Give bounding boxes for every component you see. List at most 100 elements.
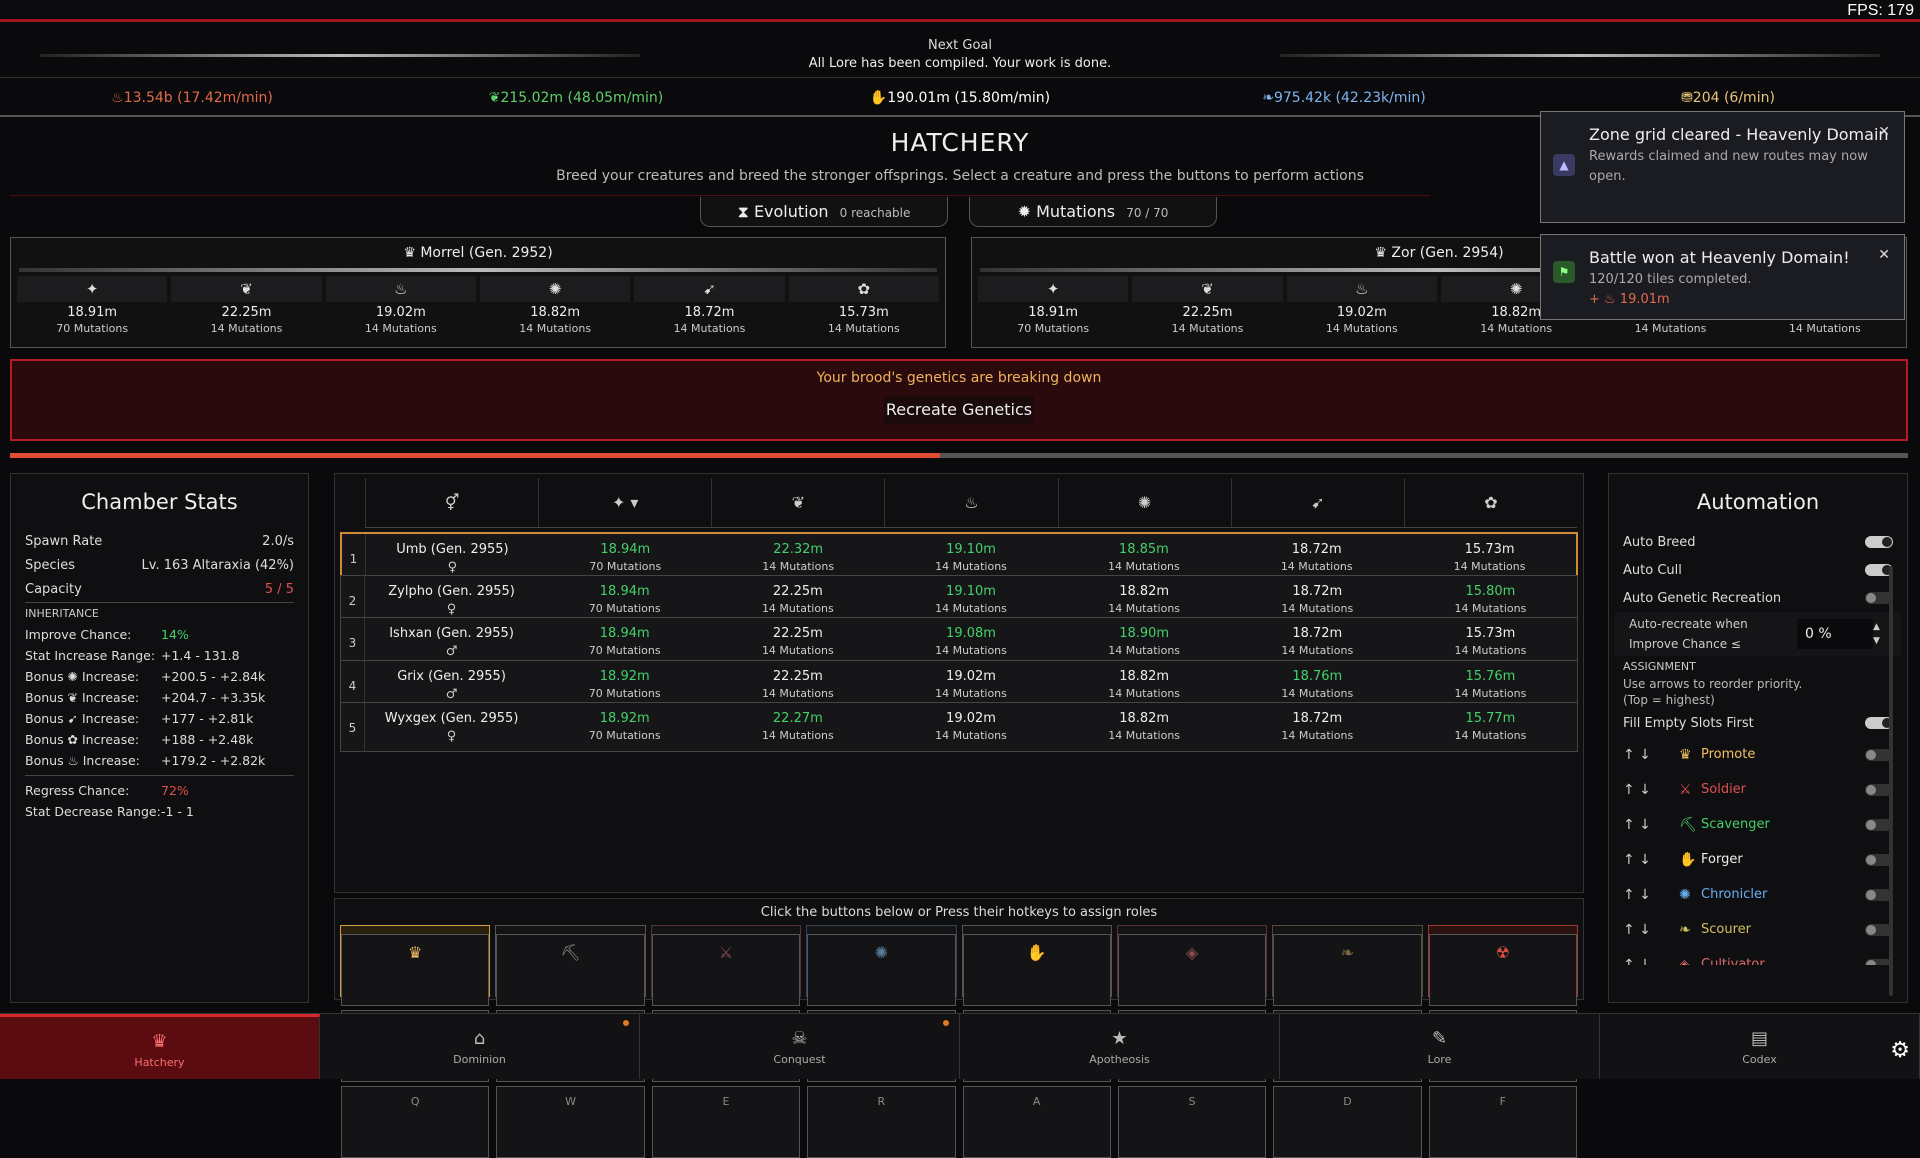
nav-tab-hatchery[interactable]: ♛ Hatchery: [0, 1014, 320, 1079]
reorder-arrows[interactable]: ↑ ↓: [1623, 921, 1651, 938]
stat-cell: 18.92m 70 Mutations: [538, 661, 711, 709]
grid-header-2[interactable]: ❦: [711, 478, 884, 527]
stat-value: 18.72m: [684, 305, 735, 320]
role-button-forger[interactable]: ✋ForgerA: [961, 925, 1112, 1158]
toggle-switch[interactable]: [1865, 564, 1893, 576]
nav-tab-codex[interactable]: ▤ Codex: [1600, 1014, 1920, 1079]
goal-label: Next Goal: [927, 38, 993, 53]
inheritance-row: Improve Chance: 14%: [11, 624, 308, 645]
resource-value: 190.01m (15.80m/min): [887, 90, 1051, 106]
recreate-genetics-button[interactable]: Recreate Genetics: [884, 396, 1034, 424]
role-button-scavenger[interactable]: ⛏ScavengerW: [495, 925, 646, 1158]
goal-divider-left: [40, 54, 640, 57]
role-button-promote[interactable]: ♛PromoteQ: [340, 925, 491, 1158]
grid-header-3[interactable]: ♨: [884, 478, 1057, 527]
stat-mutations: 14 Mutations: [1634, 322, 1707, 335]
inheritance-value: +179.2 - +2.82k: [161, 753, 266, 768]
grid-header-5[interactable]: ➹: [1230, 478, 1404, 527]
reorder-arrows[interactable]: ↑ ↓: [1623, 816, 1651, 833]
automation-row: Auto Breed: [1609, 528, 1907, 556]
toast-zone-cleared[interactable]: ▲ Zone grid cleared - Heavenly Domain Re…: [1540, 111, 1905, 223]
reorder-arrows[interactable]: ↑ ↓: [1623, 781, 1651, 798]
priority-row: ↑ ↓ ❧ Scourer: [1609, 912, 1907, 947]
stat-mutations: 14 Mutations: [1454, 729, 1527, 742]
nav-tab-apotheosis[interactable]: ★ Apotheosis: [960, 1014, 1280, 1079]
reorder-arrows[interactable]: ↑ ↓: [1623, 956, 1651, 966]
recreate-threshold-input[interactable]: 0 %: [1797, 619, 1873, 649]
nav-label: Lore: [1427, 1053, 1452, 1066]
inheritance-row: Bonus ❦ Increase: +204.7 - +3.35k: [11, 687, 308, 708]
reorder-arrows[interactable]: ↑ ↓: [1623, 886, 1651, 903]
table-row[interactable]: 1 Umb (Gen. 2955) ♀ 18.94m 70 Mutations 22.32…: [340, 532, 1578, 582]
evolution-button[interactable]: ⧗ Evolution 0 reachable: [700, 197, 948, 227]
stat-value: 18.85m: [1118, 542, 1169, 557]
stat-value: 15.80m: [1465, 583, 1516, 599]
role-icon: ❧: [1273, 934, 1422, 1006]
role-toggle[interactable]: [1865, 853, 1893, 866]
chamber-key: Spawn Rate: [25, 534, 103, 549]
role-button-cultivator[interactable]: ◈CultivatorS: [1116, 925, 1268, 1158]
toggle-switch[interactable]: [1865, 536, 1893, 548]
sex-icon: ♂: [445, 644, 458, 659]
grid-header-0[interactable]: ⚥: [365, 478, 538, 527]
fill-empty-slots-toggle[interactable]: [1865, 717, 1893, 729]
stat-cell: 22.25m 14 Mutations: [711, 661, 884, 709]
role-icon: ⛏: [1679, 816, 1697, 833]
grid-header-1[interactable]: ✦ ▾: [538, 478, 711, 527]
creature-name: Wyxgex (Gen. 2955): [384, 711, 519, 726]
stat-value: 18.92m: [599, 711, 650, 726]
role-button-scourer[interactable]: ❧ScourerD: [1272, 925, 1423, 1158]
table-row[interactable]: 4 Grix (Gen. 2955) ♂ 18.92m 70 Mutations 22.2…: [340, 659, 1578, 710]
stat-mutations: 14 Mutations: [1454, 601, 1527, 615]
role-button-chronicler[interactable]: ✺ChroniclerR: [806, 925, 957, 1158]
inheritance-divider: [25, 775, 294, 776]
table-row[interactable]: 5 Wyxgex (Gen. 2955) ♀ 18.92m 70 Mutations 22…: [340, 702, 1578, 752]
role-icon: ⚔: [1679, 781, 1692, 798]
toast-battle-won[interactable]: ⚑ Battle won at Heavenly Domain! 120/120…: [1540, 234, 1905, 320]
stat-cell: 18.82m 14 Mutations: [1058, 576, 1231, 624]
role-button-sacrifice[interactable]: ☢SacrificeF: [1427, 925, 1578, 1158]
role-name: Promote: [1701, 747, 1756, 762]
inheritance-row: Stat Decrease Range: -1 - 1: [11, 801, 308, 822]
role-hotkey: Q: [341, 1086, 490, 1158]
grid-header-6[interactable]: ✿: [1403, 478, 1577, 527]
stat-value: 15.73m: [838, 305, 889, 320]
toggle-label: Auto Genetic Recreation: [1623, 590, 1782, 606]
toggle-switch[interactable]: [1865, 592, 1893, 604]
role-toggle[interactable]: [1865, 818, 1893, 831]
role-toggle[interactable]: [1865, 958, 1893, 965]
toast-title: Battle won at Heavenly Domain!: [1589, 248, 1850, 267]
parent-divider: [980, 268, 1898, 272]
nav-icon: ⌂: [473, 1028, 486, 1049]
table-row[interactable]: 2 Zylpho (Gen. 2955) ♀ 18.94m 70 Mutations 22…: [340, 574, 1578, 625]
role-assignment-bar: Click the buttons below or Press their h…: [334, 898, 1584, 1158]
grid-header-4[interactable]: ✺: [1057, 478, 1231, 527]
stat-mutations: 14 Mutations: [1453, 560, 1526, 573]
creature-name: Umb (Gen. 2955): [396, 542, 509, 557]
stat-icon: ♨: [325, 276, 476, 302]
automation-scrollbar[interactable]: [1889, 566, 1893, 996]
role-toggle[interactable]: [1865, 783, 1893, 796]
nav-tab-conquest[interactable]: ☠ Conquest: [640, 1014, 960, 1079]
stat-mutations: 14 Mutations: [1325, 322, 1398, 335]
reorder-arrows[interactable]: ↑ ↓: [1623, 851, 1651, 868]
creature-name: Zylpho (Gen. 2955): [388, 583, 515, 599]
inheritance-key: Bonus ➹ Increase:: [25, 711, 140, 726]
role-toggle[interactable]: [1865, 748, 1893, 761]
role-toggle[interactable]: [1865, 923, 1893, 936]
inheritance-row: Bonus ➹ Increase: +177 - +2.81k: [11, 708, 308, 729]
stat-value: 19.02m: [375, 305, 426, 320]
mutations-button[interactable]: ✹ Mutations 70 / 70: [969, 197, 1217, 227]
threshold-stepper[interactable]: ▲ ▼: [1873, 622, 1880, 646]
nav-tab-dominion[interactable]: ⌂ Dominion: [320, 1014, 640, 1079]
close-icon[interactable]: ✕: [1878, 247, 1890, 263]
parent-card-left[interactable]: ♛ Morrel (Gen. 2952) ✦ 18.91m 70 Mutations ❦…: [10, 237, 946, 348]
close-icon[interactable]: ✕: [1878, 124, 1890, 140]
stat-cell: 19.08m 14 Mutations: [884, 618, 1057, 666]
reorder-arrows[interactable]: ↑ ↓: [1623, 746, 1651, 763]
nav-icon: ☠: [791, 1028, 808, 1049]
role-toggle[interactable]: [1865, 888, 1893, 901]
settings-gear-icon[interactable]: ⚙: [1890, 1038, 1910, 1063]
nav-tab-lore[interactable]: ✎ Lore: [1280, 1014, 1600, 1079]
role-button-soldier[interactable]: ⚔SoldierE: [650, 925, 802, 1158]
